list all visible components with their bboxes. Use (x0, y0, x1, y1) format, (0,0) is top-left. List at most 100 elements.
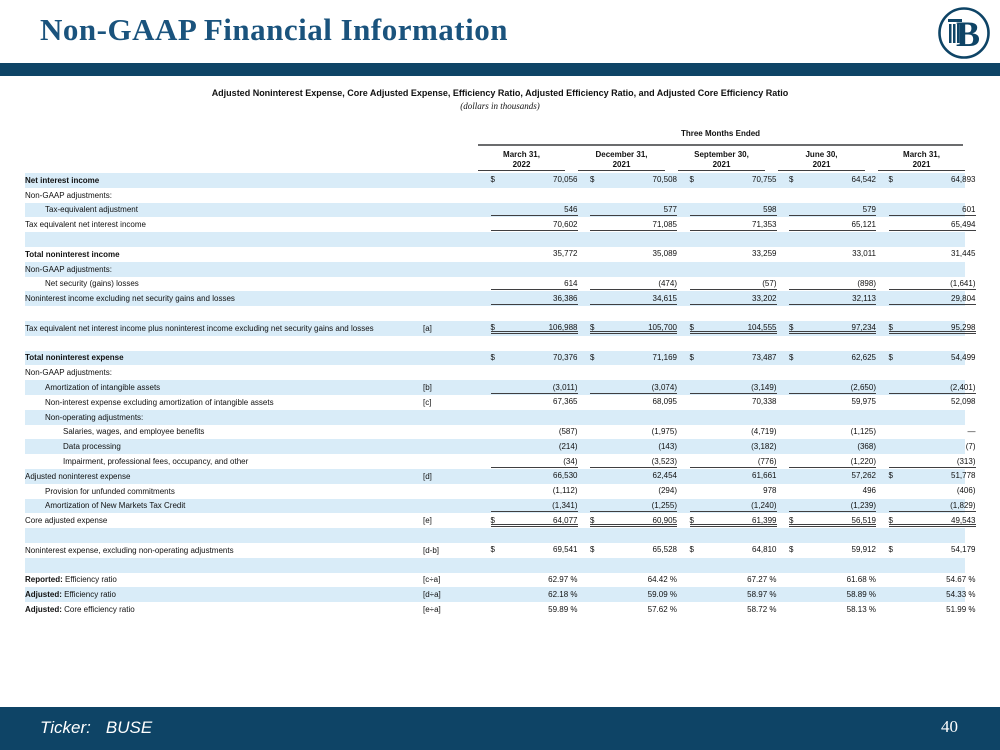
row-formula-ref: [e] (423, 516, 432, 526)
column-header: March 31, 2021 (878, 149, 965, 171)
value-cell (590, 559, 677, 571)
cell-value: 62.97 % (548, 574, 578, 584)
value-cell: 57.62 % (590, 604, 677, 616)
cell-value: (1,255) (651, 500, 677, 510)
value-cell: 58.72 % (690, 604, 776, 616)
cell-value: 70,602 (553, 219, 578, 229)
row-label: Provision for unfunded commitments (45, 486, 175, 496)
value-cell: $64,893 (889, 174, 976, 186)
value-cell: (2,650) (789, 382, 876, 394)
cell-value: 65,494 (951, 219, 976, 229)
value-cell (690, 337, 777, 349)
value-cell: (143) (590, 441, 677, 453)
table-row: Adjusted: Core efficiency ratio [e÷a] 59.8… (25, 602, 976, 617)
value-cell (690, 234, 777, 246)
value-cell (491, 559, 578, 571)
value-cell (491, 234, 578, 246)
table-title: Adjusted Noninterest Expense, Core Adjus… (211, 88, 789, 98)
row-formula-ref: [d] (423, 471, 432, 481)
cell-value: (1,220) (850, 456, 876, 466)
value-cell: 61,661 (690, 470, 776, 482)
row-formula-ref: [e÷a] (423, 605, 441, 614)
cell-value: (1,975) (651, 426, 677, 436)
cell-value: 31,445 (951, 249, 976, 259)
dollar-sign: $ (888, 323, 893, 333)
value-cell: 614 (490, 278, 578, 290)
value-cell: (7) (889, 441, 976, 453)
value-cell: (368) (789, 441, 876, 453)
row-label: Core adjusted expense (25, 516, 108, 526)
page-number: 40 (941, 717, 958, 736)
cell-value: (368) (857, 441, 876, 451)
cell-value: (898) (857, 278, 876, 288)
value-cell: (1,125) (789, 426, 876, 438)
cell-value: 67.27 % (747, 574, 777, 584)
value-cell: 36,386 (490, 293, 578, 305)
row-label: Tax equivalent net interest income (25, 220, 146, 230)
value-cell: 33,011 (789, 248, 876, 260)
row-label: Data processing (63, 442, 121, 452)
cell-value: (313) (956, 456, 976, 466)
row-label: Salaries, wages, and employee benefits (63, 427, 205, 437)
cell-value: (3,074) (651, 382, 677, 392)
cell-value: 59.89 % (548, 604, 578, 614)
row-label: Adjusted noninterest expense (25, 471, 131, 481)
value-cell: $56,519 (789, 515, 876, 527)
cell-value: 58.89 % (846, 589, 876, 599)
cell-value: 70,056 (553, 175, 578, 185)
value-cell: 51.99 % (889, 604, 975, 616)
value-cell: 57,262 (789, 470, 876, 482)
value-cell (690, 530, 777, 542)
cell-value: (1,641) (950, 278, 976, 288)
table-row: Total noninterest income 35,772 35,089 33,2… (25, 247, 976, 262)
cell-value: 95,298 (951, 323, 976, 333)
value-cell (889, 263, 976, 275)
value-cell: (1,220) (789, 456, 876, 468)
value-cell: $70,508 (590, 174, 677, 186)
value-cell (889, 530, 976, 542)
cell-value: (3,011) (552, 382, 578, 392)
table-row: Net interest income $70,056 $70,508 $70,755… (25, 173, 976, 188)
row-formula-ref: [d÷a] (423, 590, 441, 600)
table-row: Data processing (214) (143) (3,182) (368) (7) (25, 439, 976, 455)
ticker-value: BUSE (105, 718, 153, 737)
table-row: Adjusted: Efficiency ratio [d÷a] 62.18 % 59… (25, 587, 976, 603)
table-row: Noninterest income excluding net securit… (25, 291, 976, 307)
cell-value: (57) (762, 278, 777, 288)
cell-value: (3,523) (651, 456, 677, 466)
value-cell (889, 411, 976, 423)
row-label: Tax equivalent net interest income plus … (25, 323, 374, 333)
value-cell: (406) (889, 485, 976, 497)
cell-value: 64,893 (951, 175, 976, 185)
cell-value: 36,386 (553, 293, 578, 303)
value-cell (590, 367, 677, 379)
value-cell: (898) (789, 278, 876, 290)
value-cell: 54.33 % (889, 589, 975, 601)
column-header: March 31, 2022 (478, 149, 565, 171)
cell-value: 60,905 (652, 515, 677, 525)
value-cell (889, 337, 976, 349)
value-cell: $49,543 (888, 515, 976, 527)
value-cell: 70,602 (490, 219, 578, 231)
dollar-sign: $ (490, 352, 495, 362)
cell-value: 62.18 % (548, 589, 578, 599)
dollar-sign: $ (490, 323, 495, 333)
cell-value: 58.97 % (747, 589, 777, 599)
value-cell: (214) (491, 441, 578, 453)
value-cell: 67,365 (491, 396, 577, 408)
cell-value: 496 (862, 486, 876, 496)
value-cell: 59,975 (789, 396, 876, 408)
value-cell: (3,523) (590, 456, 677, 468)
value-cell (889, 189, 976, 201)
dollar-sign: $ (590, 515, 595, 525)
value-cell (491, 308, 578, 320)
row-label: Impairment, professional fees, occupancy… (63, 457, 249, 467)
cell-value: 59,912 (851, 545, 876, 555)
cell-value: 68,095 (652, 397, 677, 407)
value-cell: 33,202 (689, 293, 777, 305)
dollar-sign: $ (590, 352, 595, 362)
dollar-sign: $ (490, 545, 495, 555)
column-header: September 30, 2021 (678, 149, 765, 171)
cell-value: 54,499 (951, 352, 976, 362)
dollar-sign: $ (689, 545, 694, 555)
